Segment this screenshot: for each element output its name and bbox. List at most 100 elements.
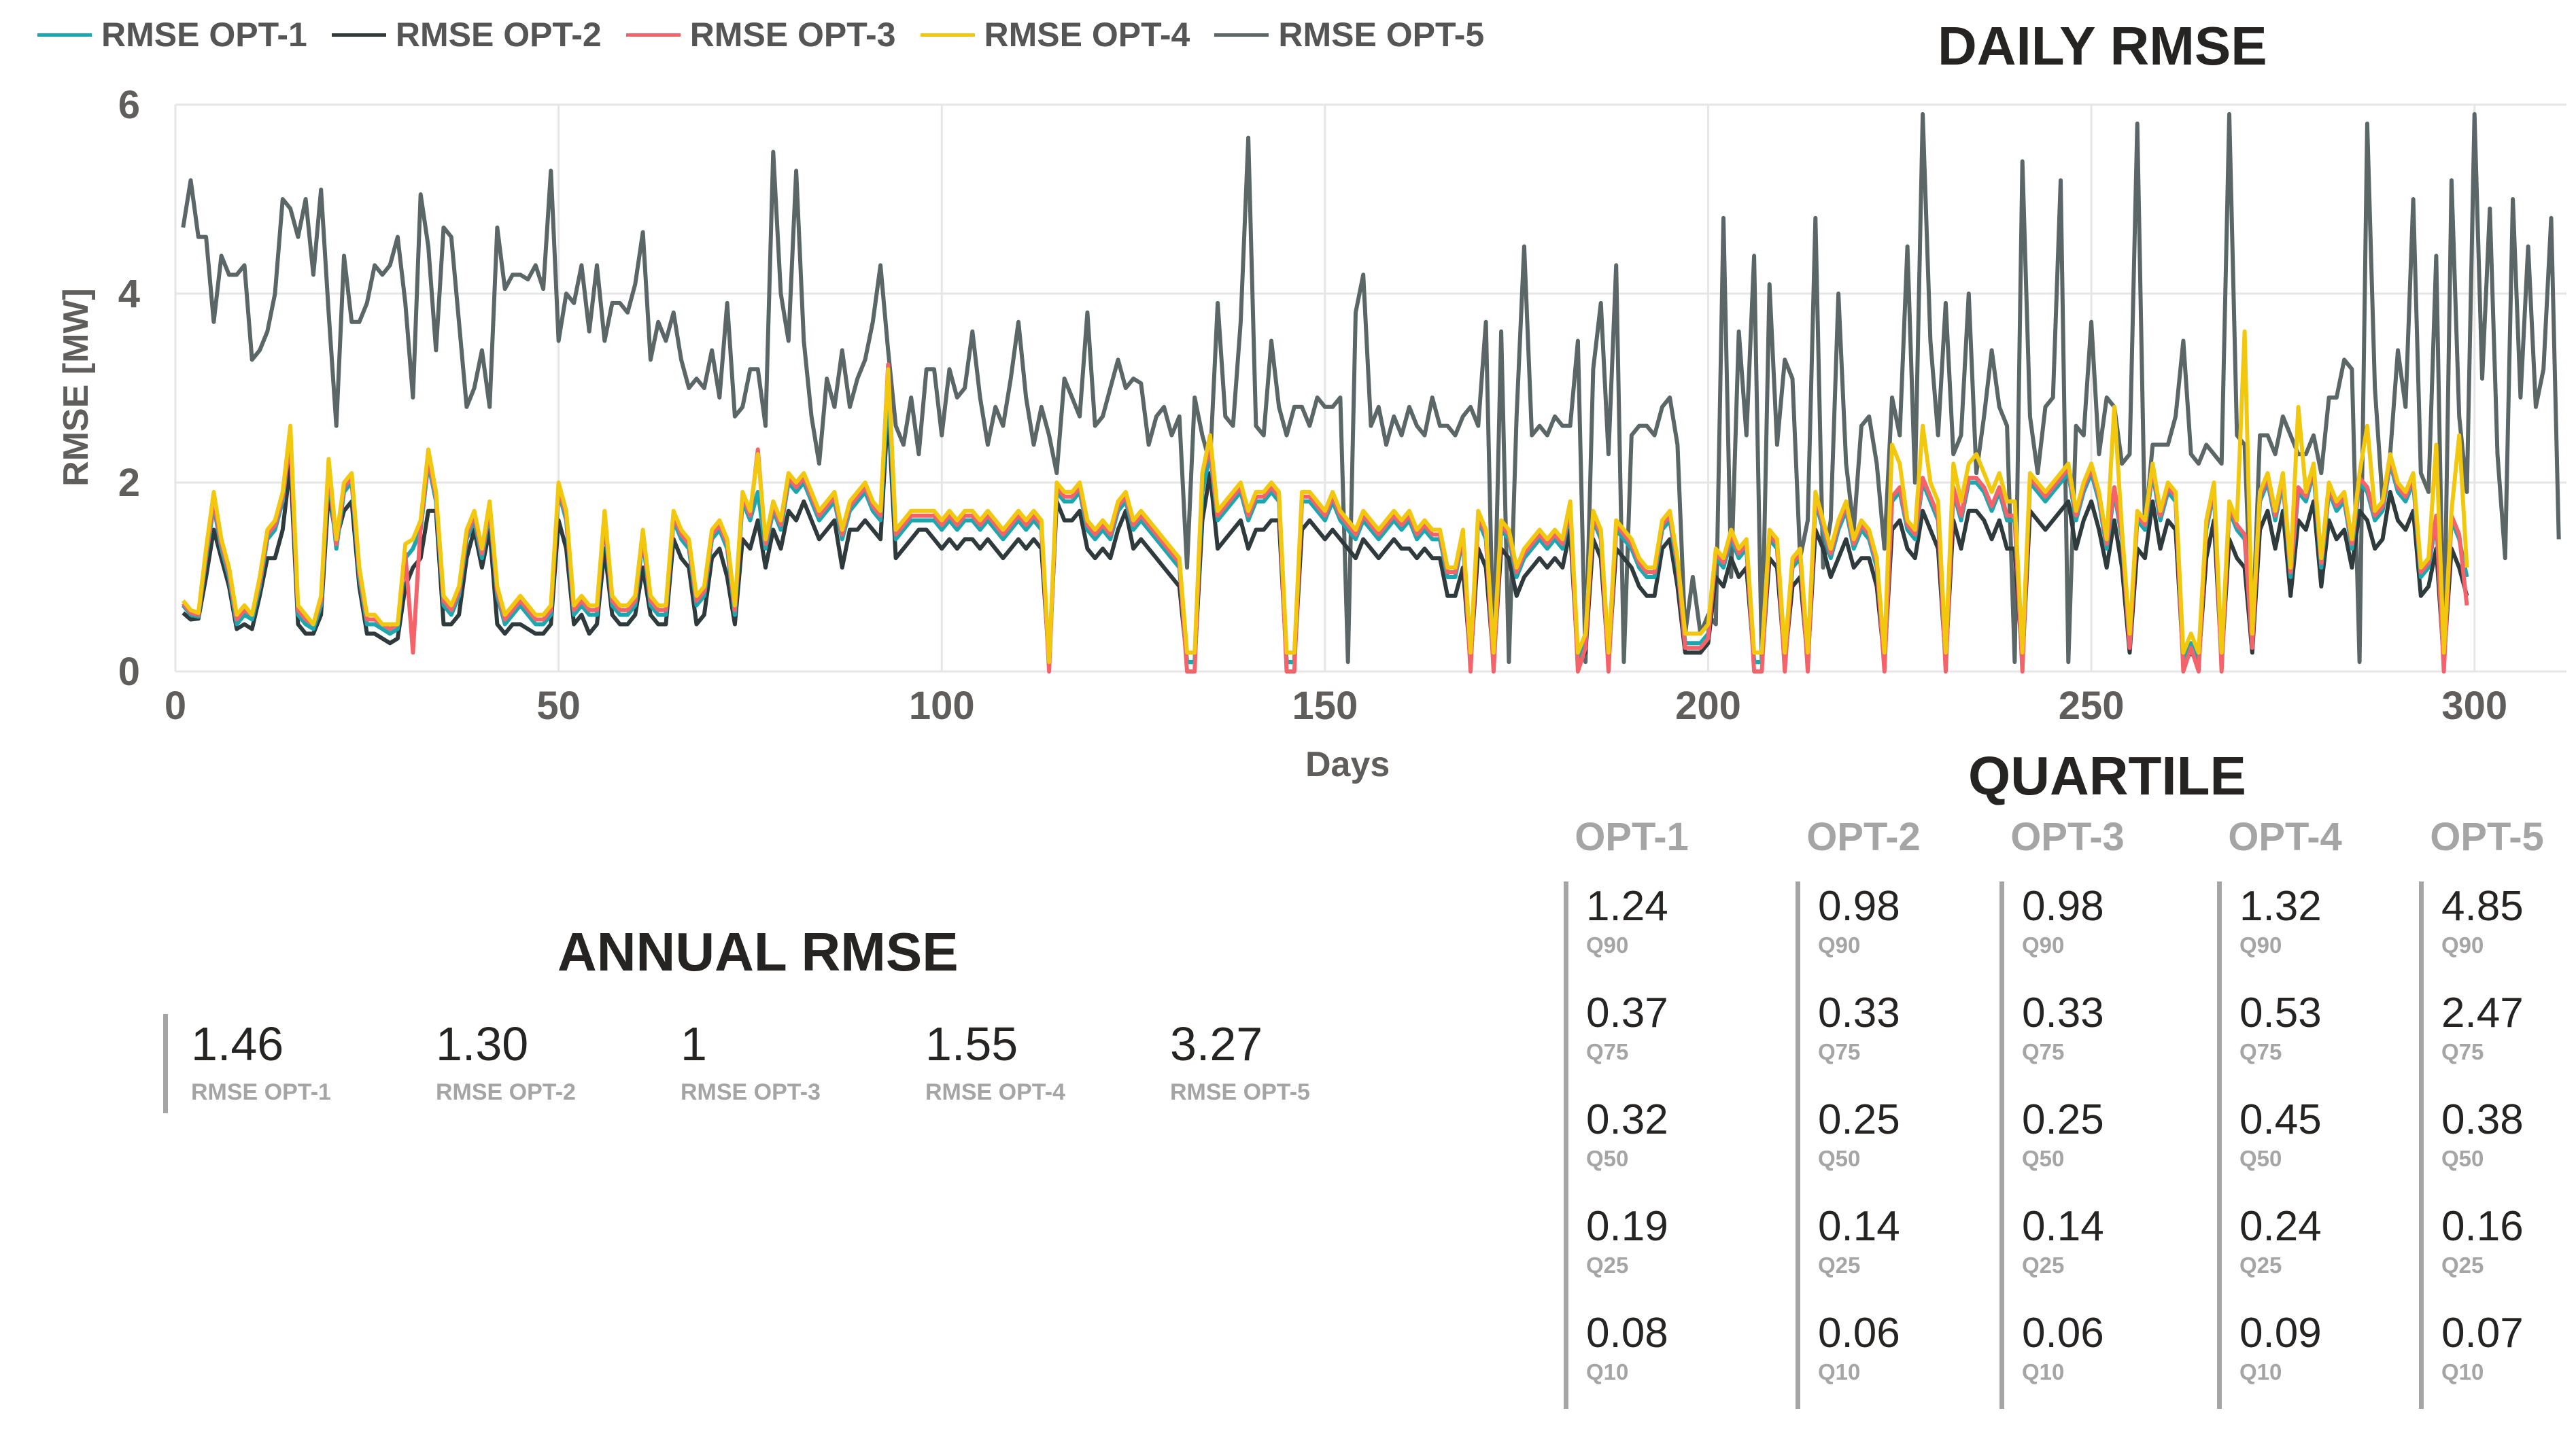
quartile-value: 0.38 xyxy=(2441,1096,2524,1143)
quartile-column-body: 4.85 Q90 2.47 Q75 0.38 Q50 0.16 Q25 0.07 Q10 xyxy=(2419,881,2576,1409)
quartile-cell: 0.14 Q25 xyxy=(1818,1202,1972,1308)
annual-label: RMSE OPT-1 xyxy=(191,1079,331,1105)
quartile-label: Q75 xyxy=(2239,1039,2282,1065)
legend-item-opt-3[interactable]: RMSE OPT-3 xyxy=(625,15,896,54)
quartile-cell: 4.85 Q90 xyxy=(2441,881,2576,988)
y-tick-label: 6 xyxy=(118,83,140,127)
legend-swatch-opt-2 xyxy=(331,33,386,37)
quartile-column-opt-2: OPT-2 0.98 Q90 0.33 Q75 0.25 Q50 0.14 Q25 0.… xyxy=(1796,814,2020,1409)
annual-value: 1.55 xyxy=(925,1017,1018,1070)
quartile-cell: 0.09 Q10 xyxy=(2239,1308,2394,1415)
quartile-column-opt-1: OPT-1 1.24 Q90 0.37 Q75 0.32 Q50 0.19 Q25 0.… xyxy=(1564,814,1788,1409)
quartile-label: Q75 xyxy=(1818,1039,1861,1065)
quartile-label: Q25 xyxy=(1818,1253,1861,1278)
quartile-value: 0.98 xyxy=(1818,883,1900,930)
quartile-label: Q90 xyxy=(2022,932,2065,958)
series-line-rmse-opt-4[interactable] xyxy=(181,329,2469,665)
quartile-cell: 0.33 Q75 xyxy=(1818,988,1972,1095)
quartile-label: Q75 xyxy=(1586,1039,1629,1065)
annual-label: RMSE OPT-4 xyxy=(925,1079,1065,1105)
series-line-rmse-opt-2[interactable] xyxy=(182,404,2469,665)
series-layer xyxy=(181,111,2561,674)
quartile-value: 0.45 xyxy=(2239,1096,2322,1143)
quartile-cell: 0.08 Q10 xyxy=(1586,1308,1740,1415)
quartile-value: 0.24 xyxy=(2239,1203,2322,1250)
annual-label: RMSE OPT-2 xyxy=(436,1079,576,1105)
daily-rmse-chart: 0 2 4 6 0 50 100 150 200 250 300 xyxy=(118,83,2566,728)
quartile-column-opt-3: OPT-3 0.98 Q90 0.33 Q75 0.25 Q50 0.14 Q25 0.… xyxy=(1999,814,2224,1409)
quartile-label: Q50 xyxy=(1818,1146,1861,1172)
quartile-value: 0.09 xyxy=(2239,1310,2322,1357)
annual-value: 1 xyxy=(681,1017,707,1070)
annual-value: 1.46 xyxy=(191,1017,284,1070)
quartile-value: 0.06 xyxy=(1818,1310,1900,1357)
annual-card-opt-3: 1 RMSE OPT-3 xyxy=(657,1014,902,1113)
legend-label-opt-1: RMSE OPT-1 xyxy=(101,16,307,54)
quartile-value: 0.37 xyxy=(1586,990,1668,1036)
x-tick-label: 0 xyxy=(165,684,186,728)
quartile-cell: 0.98 Q90 xyxy=(1818,881,1972,988)
quartile-value: 0.33 xyxy=(1818,990,1900,1036)
y-tick-label: 0 xyxy=(118,650,140,694)
legend-item-opt-4[interactable]: RMSE OPT-4 xyxy=(920,15,1190,54)
quartile-label: Q10 xyxy=(2239,1359,2282,1385)
quartile-label: Q25 xyxy=(1586,1253,1629,1278)
quartile-value: 0.33 xyxy=(2022,990,2104,1036)
annual-card-opt-2: 1.30 RMSE OPT-2 xyxy=(413,1014,657,1113)
quartile-cell: 0.07 Q10 xyxy=(2441,1308,2576,1415)
x-tick-label: 150 xyxy=(1292,684,1358,728)
quartile-label: Q90 xyxy=(1818,932,1861,958)
quartile-value: 0.25 xyxy=(2022,1096,2104,1143)
quartile-cell: 0.53 Q75 xyxy=(2239,988,2394,1095)
quartile-cell: 0.25 Q50 xyxy=(2022,1095,2176,1202)
quartile-cell: 0.33 Q75 xyxy=(2022,988,2176,1095)
series-line-rmse-opt-5[interactable] xyxy=(181,111,2561,665)
annual-rmse-title: ANNUAL RMSE xyxy=(557,922,959,982)
quartile-value: 0.07 xyxy=(2441,1310,2524,1357)
quartile-label: Q75 xyxy=(2441,1039,2484,1065)
legend-label-opt-4: RMSE OPT-4 xyxy=(984,16,1190,54)
x-tick-label: 300 xyxy=(2441,684,2507,728)
quartile-value: 1.32 xyxy=(2239,883,2322,930)
quartile-column-body: 0.98 Q90 0.33 Q75 0.25 Q50 0.14 Q25 0.06 Q10 xyxy=(1999,881,2176,1409)
annual-card-opt-5: 3.27 RMSE OPT-5 xyxy=(1147,1014,1392,1113)
legend-label-opt-5: RMSE OPT-5 xyxy=(1278,16,1485,54)
x-axis-title: Days xyxy=(1305,745,1390,784)
y-axis-title: RMSE [MW] xyxy=(56,288,96,487)
annual-label: RMSE OPT-5 xyxy=(1170,1079,1310,1105)
x-tick-label: 200 xyxy=(1675,684,1741,728)
legend-label-opt-2: RMSE OPT-2 xyxy=(395,16,602,54)
quartile-label: Q90 xyxy=(2239,932,2282,958)
quartile-label: Q50 xyxy=(2239,1146,2282,1172)
quartile-label: Q25 xyxy=(2022,1253,2065,1278)
quartile-column-body: 1.24 Q90 0.37 Q75 0.32 Q50 0.19 Q25 0.08 Q10 xyxy=(1564,881,1740,1409)
quartile-cell: 0.32 Q50 xyxy=(1586,1095,1740,1202)
annual-rmse-cards: 1.46 RMSE OPT-1 1.30 RMSE OPT-2 1 RMSE O… xyxy=(163,1014,1392,1113)
legend-swatch-opt-4 xyxy=(920,33,975,37)
quartile-value: 0.14 xyxy=(1818,1203,1900,1250)
legend-item-opt-5[interactable]: RMSE OPT-5 xyxy=(1214,15,1484,54)
quartile-cell: 0.45 Q50 xyxy=(2239,1095,2394,1202)
quartile-label: Q50 xyxy=(2441,1146,2484,1172)
annual-card-opt-4: 1.55 RMSE OPT-4 xyxy=(902,1014,1147,1113)
quartile-value: 0.19 xyxy=(1586,1203,1668,1250)
legend-swatch-opt-1 xyxy=(37,33,92,37)
legend-swatch-opt-5 xyxy=(1214,33,1269,37)
quartile-cell: 0.37 Q75 xyxy=(1586,988,1740,1095)
quartile-label: Q90 xyxy=(2441,932,2484,958)
quartile-label: Q25 xyxy=(2239,1253,2282,1278)
quartile-cell: 0.24 Q25 xyxy=(2239,1202,2394,1308)
annual-label: RMSE OPT-3 xyxy=(681,1079,821,1105)
legend-swatch-opt-3 xyxy=(625,33,681,37)
quartile-value: 0.32 xyxy=(1586,1096,1668,1143)
quartile-value: 0.16 xyxy=(2441,1203,2524,1250)
quartile-cell: 0.25 Q50 xyxy=(1818,1095,1972,1202)
quartile-value: 2.47 xyxy=(2441,990,2524,1036)
quartile-column-header: OPT-4 xyxy=(2228,815,2342,859)
legend-item-opt-2[interactable]: RMSE OPT-2 xyxy=(331,15,602,54)
quartile-column-header: OPT-3 xyxy=(2010,815,2125,859)
quartile-column-header: OPT-5 xyxy=(2430,815,2544,859)
quartile-label: Q10 xyxy=(1586,1359,1629,1385)
quartile-column-body: 1.32 Q90 0.53 Q75 0.45 Q50 0.24 Q25 0.09 Q10 xyxy=(2217,881,2394,1409)
legend-item-opt-1[interactable]: RMSE OPT-1 xyxy=(37,15,307,54)
